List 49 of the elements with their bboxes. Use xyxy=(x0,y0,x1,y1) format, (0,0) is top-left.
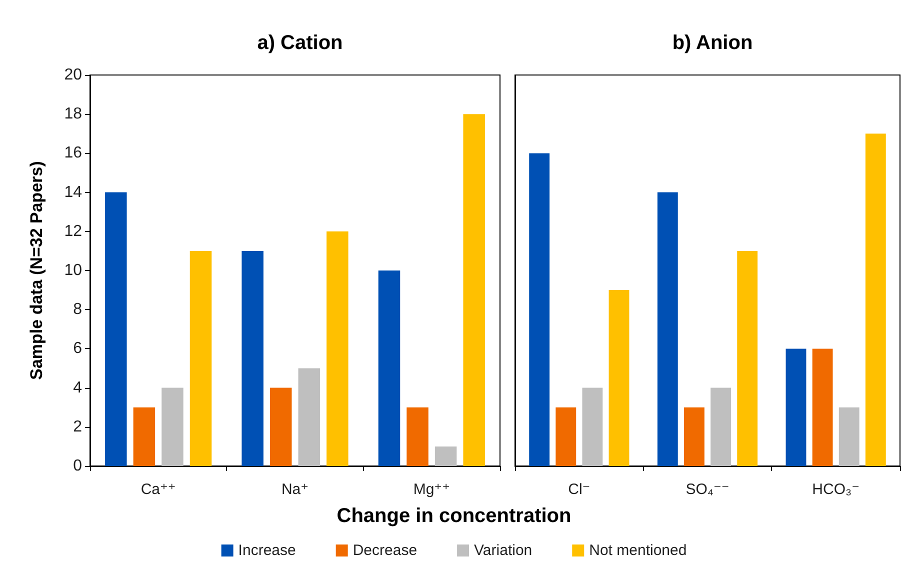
bar xyxy=(608,290,630,466)
y-tick-label: 16 xyxy=(64,144,82,162)
bar xyxy=(556,407,576,466)
bar xyxy=(657,192,678,466)
x-axis-title: Change in concentration xyxy=(336,505,572,527)
bar xyxy=(684,407,704,466)
y-tick-label: 12 xyxy=(64,222,82,240)
bar xyxy=(326,231,348,466)
y-tick-label: 10 xyxy=(64,262,82,279)
bar xyxy=(242,250,264,466)
chart-title: a) Cation xyxy=(257,32,343,54)
y-tick-label: 4 xyxy=(73,379,82,396)
legend-label: Decrease xyxy=(352,542,418,559)
bar xyxy=(582,388,603,466)
bar xyxy=(378,270,400,466)
bar xyxy=(865,134,886,466)
bar xyxy=(162,388,184,466)
x-tick-label: Na⁺ xyxy=(281,481,309,498)
bar xyxy=(270,388,292,466)
bar xyxy=(710,388,731,466)
y-axis-title: Sample data (N=32 Papers) xyxy=(27,161,46,380)
bar xyxy=(838,407,860,466)
legend-label: Not mentioned xyxy=(589,542,687,559)
bar xyxy=(190,250,212,466)
bar xyxy=(133,407,156,466)
chart-title: b) Anion xyxy=(672,32,753,54)
bar xyxy=(434,446,457,466)
bar xyxy=(298,368,320,466)
legend-label: Variation xyxy=(474,542,532,559)
y-tick-label: 2 xyxy=(73,418,82,436)
bar xyxy=(737,250,758,466)
bar xyxy=(463,114,485,466)
x-tick-label: Cl⁻ xyxy=(568,481,590,498)
legend-label: Increase xyxy=(238,542,296,559)
bar xyxy=(406,407,428,466)
bar xyxy=(786,348,806,466)
x-tick-label: Mg⁺⁺ xyxy=(413,481,450,498)
y-tick-label: 0 xyxy=(73,458,82,474)
bar xyxy=(529,153,550,466)
y-tick-label: 14 xyxy=(64,184,82,201)
x-tick-label: HCO₃⁻ xyxy=(812,481,860,498)
y-tick-label: 20 xyxy=(64,66,82,84)
x-tick-label: Ca⁺⁺ xyxy=(140,481,176,498)
y-tick-label: 8 xyxy=(73,301,82,318)
y-tick-label: 18 xyxy=(64,106,82,123)
y-tick-label: 6 xyxy=(73,340,82,358)
x-tick-label: SO₄⁻⁻ xyxy=(686,481,730,498)
bar xyxy=(812,348,833,466)
bar xyxy=(105,192,127,466)
